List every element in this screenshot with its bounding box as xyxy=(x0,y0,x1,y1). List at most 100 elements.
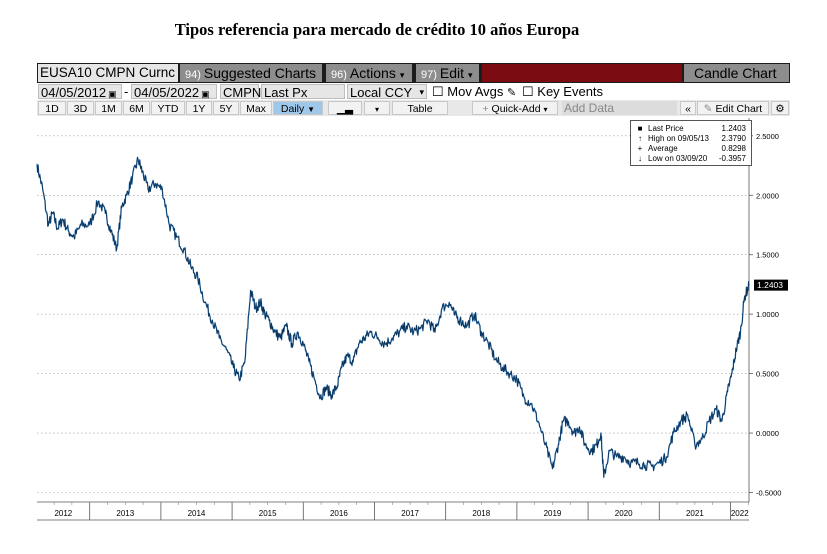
y-tick-label: 0.5000 xyxy=(756,370,779,379)
y-tick-label: 1.5000 xyxy=(756,251,779,260)
calendar-icon[interactable]: ▣ xyxy=(201,89,210,99)
plus-icon: + xyxy=(482,103,489,115)
suggested-label: Suggested Charts xyxy=(203,65,316,81)
edit-chart-label: Edit Chart xyxy=(715,103,763,115)
edit-label: Edit xyxy=(439,65,465,81)
add-data-input[interactable]: Add Data xyxy=(562,101,677,115)
period-1m-button[interactable]: 1M xyxy=(95,101,122,115)
x-tick-label: 2013 xyxy=(116,509,134,518)
currency-select[interactable]: Local CCY ▾ xyxy=(347,84,427,100)
frequency-value: Daily xyxy=(280,103,305,115)
suggested-number: 94) xyxy=(185,69,201,81)
x-tick-label: 2016 xyxy=(330,509,348,518)
start-date: 04/05/2012 xyxy=(41,85,107,100)
gear-icon[interactable]: ⚙ xyxy=(771,101,789,115)
legend-label: Last Price xyxy=(648,124,684,133)
quick-add-button[interactable]: + Quick-Add ▾ xyxy=(472,101,558,115)
y-axis: 2.5000 2.0000 1.5000 1.0000 0.5000 0.0000 -0.5… xyxy=(748,118,781,502)
y-tick-label: 2.5000 xyxy=(756,132,779,141)
period-ytd-button[interactable]: YTD xyxy=(151,101,185,115)
period-max-button[interactable]: Max xyxy=(240,101,272,115)
ticker-field[interactable]: EUSA10 CMPN Curnc xyxy=(38,64,178,82)
pencil-icon: ✎ xyxy=(703,103,713,115)
pencil-icon[interactable]: ✎ xyxy=(507,87,517,99)
dropdown-arrow-icon: ▾ xyxy=(374,105,379,114)
legend-low: ↓ Low on 03/09/20 -0.3957 xyxy=(631,154,751,163)
x-tick-label: 2021 xyxy=(686,509,704,518)
arrow-down-icon: ↓ xyxy=(638,154,642,163)
end-date: 04/05/2022 xyxy=(134,85,200,100)
last-price-tag-bg xyxy=(754,279,788,291)
x-tick-label: 2014 xyxy=(188,509,206,518)
legend-average: + Average 0.8298 xyxy=(631,144,751,153)
arrow-up-icon: ↑ xyxy=(638,134,642,143)
legend-label: Low on 03/09/20 xyxy=(648,154,708,163)
checkbox-icon[interactable]: ☐ xyxy=(432,84,444,99)
frequency-select[interactable]: Daily ▼ xyxy=(273,101,323,115)
last-price-value: 1.2403 xyxy=(757,280,783,290)
quick-add-label: Quick-Add xyxy=(491,103,541,115)
dropdown-arrow-icon: ▾ xyxy=(543,105,548,114)
chart-type-button[interactable]: ▁▃ xyxy=(328,101,362,115)
price-series-shadow xyxy=(36,156,750,479)
legend-label: Average xyxy=(648,144,678,153)
plus-icon: + xyxy=(637,144,643,153)
page-title: Tipos referencia para mercado de crédito… xyxy=(174,20,580,39)
legend-label: High on 09/05/13 xyxy=(648,134,709,143)
source-field[interactable]: CMPN xyxy=(220,84,261,100)
x-tick-label: 2012 xyxy=(54,509,72,518)
dropdown-arrow-icon: ▾ xyxy=(468,70,473,80)
key-events-label: Key Events xyxy=(537,84,604,99)
plot-background xyxy=(37,118,749,502)
price-field[interactable]: Last Px xyxy=(261,84,345,100)
legend-value: 2.3790 xyxy=(721,134,746,143)
dropdown-arrow-icon: ▾ xyxy=(419,87,424,97)
last-price-tag: 1.2403 xyxy=(754,279,788,291)
dropdown-arrow-icon: ▾ xyxy=(399,70,405,80)
x-tick-label: 2018 xyxy=(472,509,490,518)
checkbox-icon[interactable]: ☐ xyxy=(522,84,534,99)
accent-bar xyxy=(482,64,682,82)
currency-value: Local CCY xyxy=(350,85,413,100)
key-events-toggle[interactable]: ☐ Key Events xyxy=(522,84,603,99)
legend-high: ↑ High on 09/05/13 2.3790 xyxy=(631,134,751,143)
edit-chart-button[interactable]: ✎ Edit Chart xyxy=(697,101,769,115)
actions-label: Actions xyxy=(349,65,396,81)
end-date-field[interactable]: 04/05/2022 ▣ xyxy=(131,84,217,100)
edit-menu[interactable]: 97) Edit ▾ xyxy=(416,64,479,82)
collapse-icon[interactable]: « xyxy=(680,101,696,115)
legend-value: 1.2403 xyxy=(721,124,746,133)
mov-avgs-label: Mov Avgs xyxy=(447,84,504,99)
x-tick-label: 2019 xyxy=(544,509,562,518)
chart-type-dropdown[interactable]: ▾ xyxy=(364,101,390,115)
start-date-field[interactable]: 04/05/2012 ▣ xyxy=(38,84,122,100)
y-tick-label: 1.0000 xyxy=(756,310,779,319)
calendar-icon[interactable]: ▣ xyxy=(108,89,117,99)
x-tick-label: 2015 xyxy=(259,509,277,518)
x-tick-label: 2017 xyxy=(401,509,419,518)
period-3d-button[interactable]: 3D xyxy=(67,101,94,115)
period-1y-button[interactable]: 1Y xyxy=(186,101,212,115)
period-5y-button[interactable]: 5Y xyxy=(213,101,239,115)
y-tick-label: 2.0000 xyxy=(756,191,779,200)
x-tick-label: 2020 xyxy=(615,509,633,518)
actions-number: 96) xyxy=(331,69,347,81)
legend-last-price: ■ Last Price 1.2403 xyxy=(631,124,751,133)
period-1d-button[interactable]: 1D xyxy=(38,101,66,115)
y-tick-label: 0.0000 xyxy=(756,429,779,438)
suggested-charts-button[interactable]: 94) Suggested Charts xyxy=(180,64,322,82)
chart-legend: ■ Last Price 1.2403 ↑ High on 09/05/13 2.379… xyxy=(630,120,752,166)
legend-value: -0.3957 xyxy=(718,154,746,163)
candle-chart-button[interactable]: Candle Chart xyxy=(684,64,789,82)
legend-value: 0.8298 xyxy=(721,144,746,153)
y-tick-label: -0.5000 xyxy=(756,488,781,497)
period-6m-button[interactable]: 6M xyxy=(123,101,150,115)
actions-menu[interactable]: 96) Actions ▾ xyxy=(326,64,412,82)
x-axis: 2012 2013 2014 2015 2016 2017 2018 2019 2020 2021… xyxy=(37,501,749,521)
edit-number: 97) xyxy=(421,69,437,81)
mov-avgs-toggle[interactable]: ☐ Mov Avgs ✎ xyxy=(432,84,516,101)
date-separator: - xyxy=(124,84,129,99)
table-button[interactable]: Table xyxy=(392,101,448,115)
dropdown-arrow-icon: ▼ xyxy=(307,105,316,114)
